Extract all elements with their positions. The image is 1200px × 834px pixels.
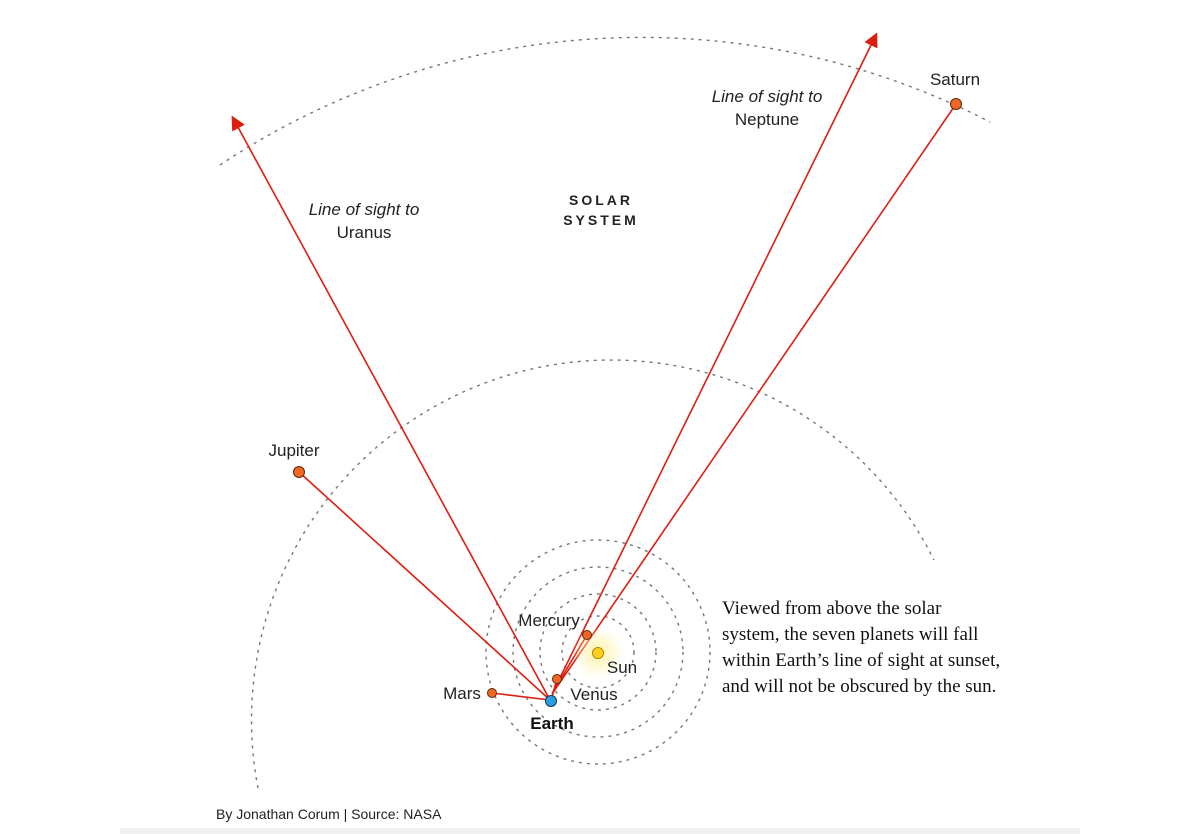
- credit-line: By Jonathan Corum | Source: NASA: [216, 806, 442, 822]
- sun-icon: [592, 647, 604, 659]
- label-uranus-line1: Line of sight to: [309, 200, 420, 219]
- orbit-mercury: [561, 615, 635, 689]
- mars-icon: [487, 688, 497, 698]
- sightline-arrows: [231, 32, 878, 701]
- jupiter-icon: [293, 466, 305, 478]
- label-jupiter: Jupiter: [268, 441, 319, 460]
- label-neptune-line2: Neptune: [735, 110, 799, 129]
- saturn-icon: [950, 98, 962, 110]
- sightline-saturn: [551, 103, 957, 695]
- orbit-jupiter: [250, 359, 935, 789]
- label-earth: Earth: [530, 714, 573, 733]
- sightline-jupiter: [298, 471, 551, 701]
- label-mercury: Mercury: [518, 611, 580, 630]
- label-mars: Mars: [443, 684, 481, 703]
- orbit-saturn: [219, 36, 991, 166]
- orbit-earth: [512, 566, 684, 738]
- orbits: [219, 36, 991, 789]
- sightline-mars: [491, 692, 551, 701]
- sightline-uranus: [231, 115, 551, 701]
- label-uranus-line2: Uranus: [337, 223, 392, 242]
- label-saturn: Saturn: [930, 70, 980, 89]
- earth-icon: [545, 695, 557, 707]
- title-line-2: SYSTEM: [563, 212, 639, 228]
- title-line-1: SOLAR: [569, 192, 633, 208]
- planets: [293, 98, 962, 707]
- caption-text: Viewed from above the solar system, the …: [722, 598, 1001, 697]
- label-neptune-line1: Line of sight to: [712, 87, 823, 106]
- venus-icon: [552, 674, 562, 684]
- orbit-mars: [485, 539, 711, 765]
- label-venus: Venus: [570, 685, 617, 704]
- sightline-neptune: [552, 32, 878, 693]
- mercury-icon: [582, 630, 592, 640]
- bottom-divider: [120, 828, 1080, 834]
- label-sun: Sun: [607, 658, 637, 677]
- orbit-venus: [539, 593, 657, 711]
